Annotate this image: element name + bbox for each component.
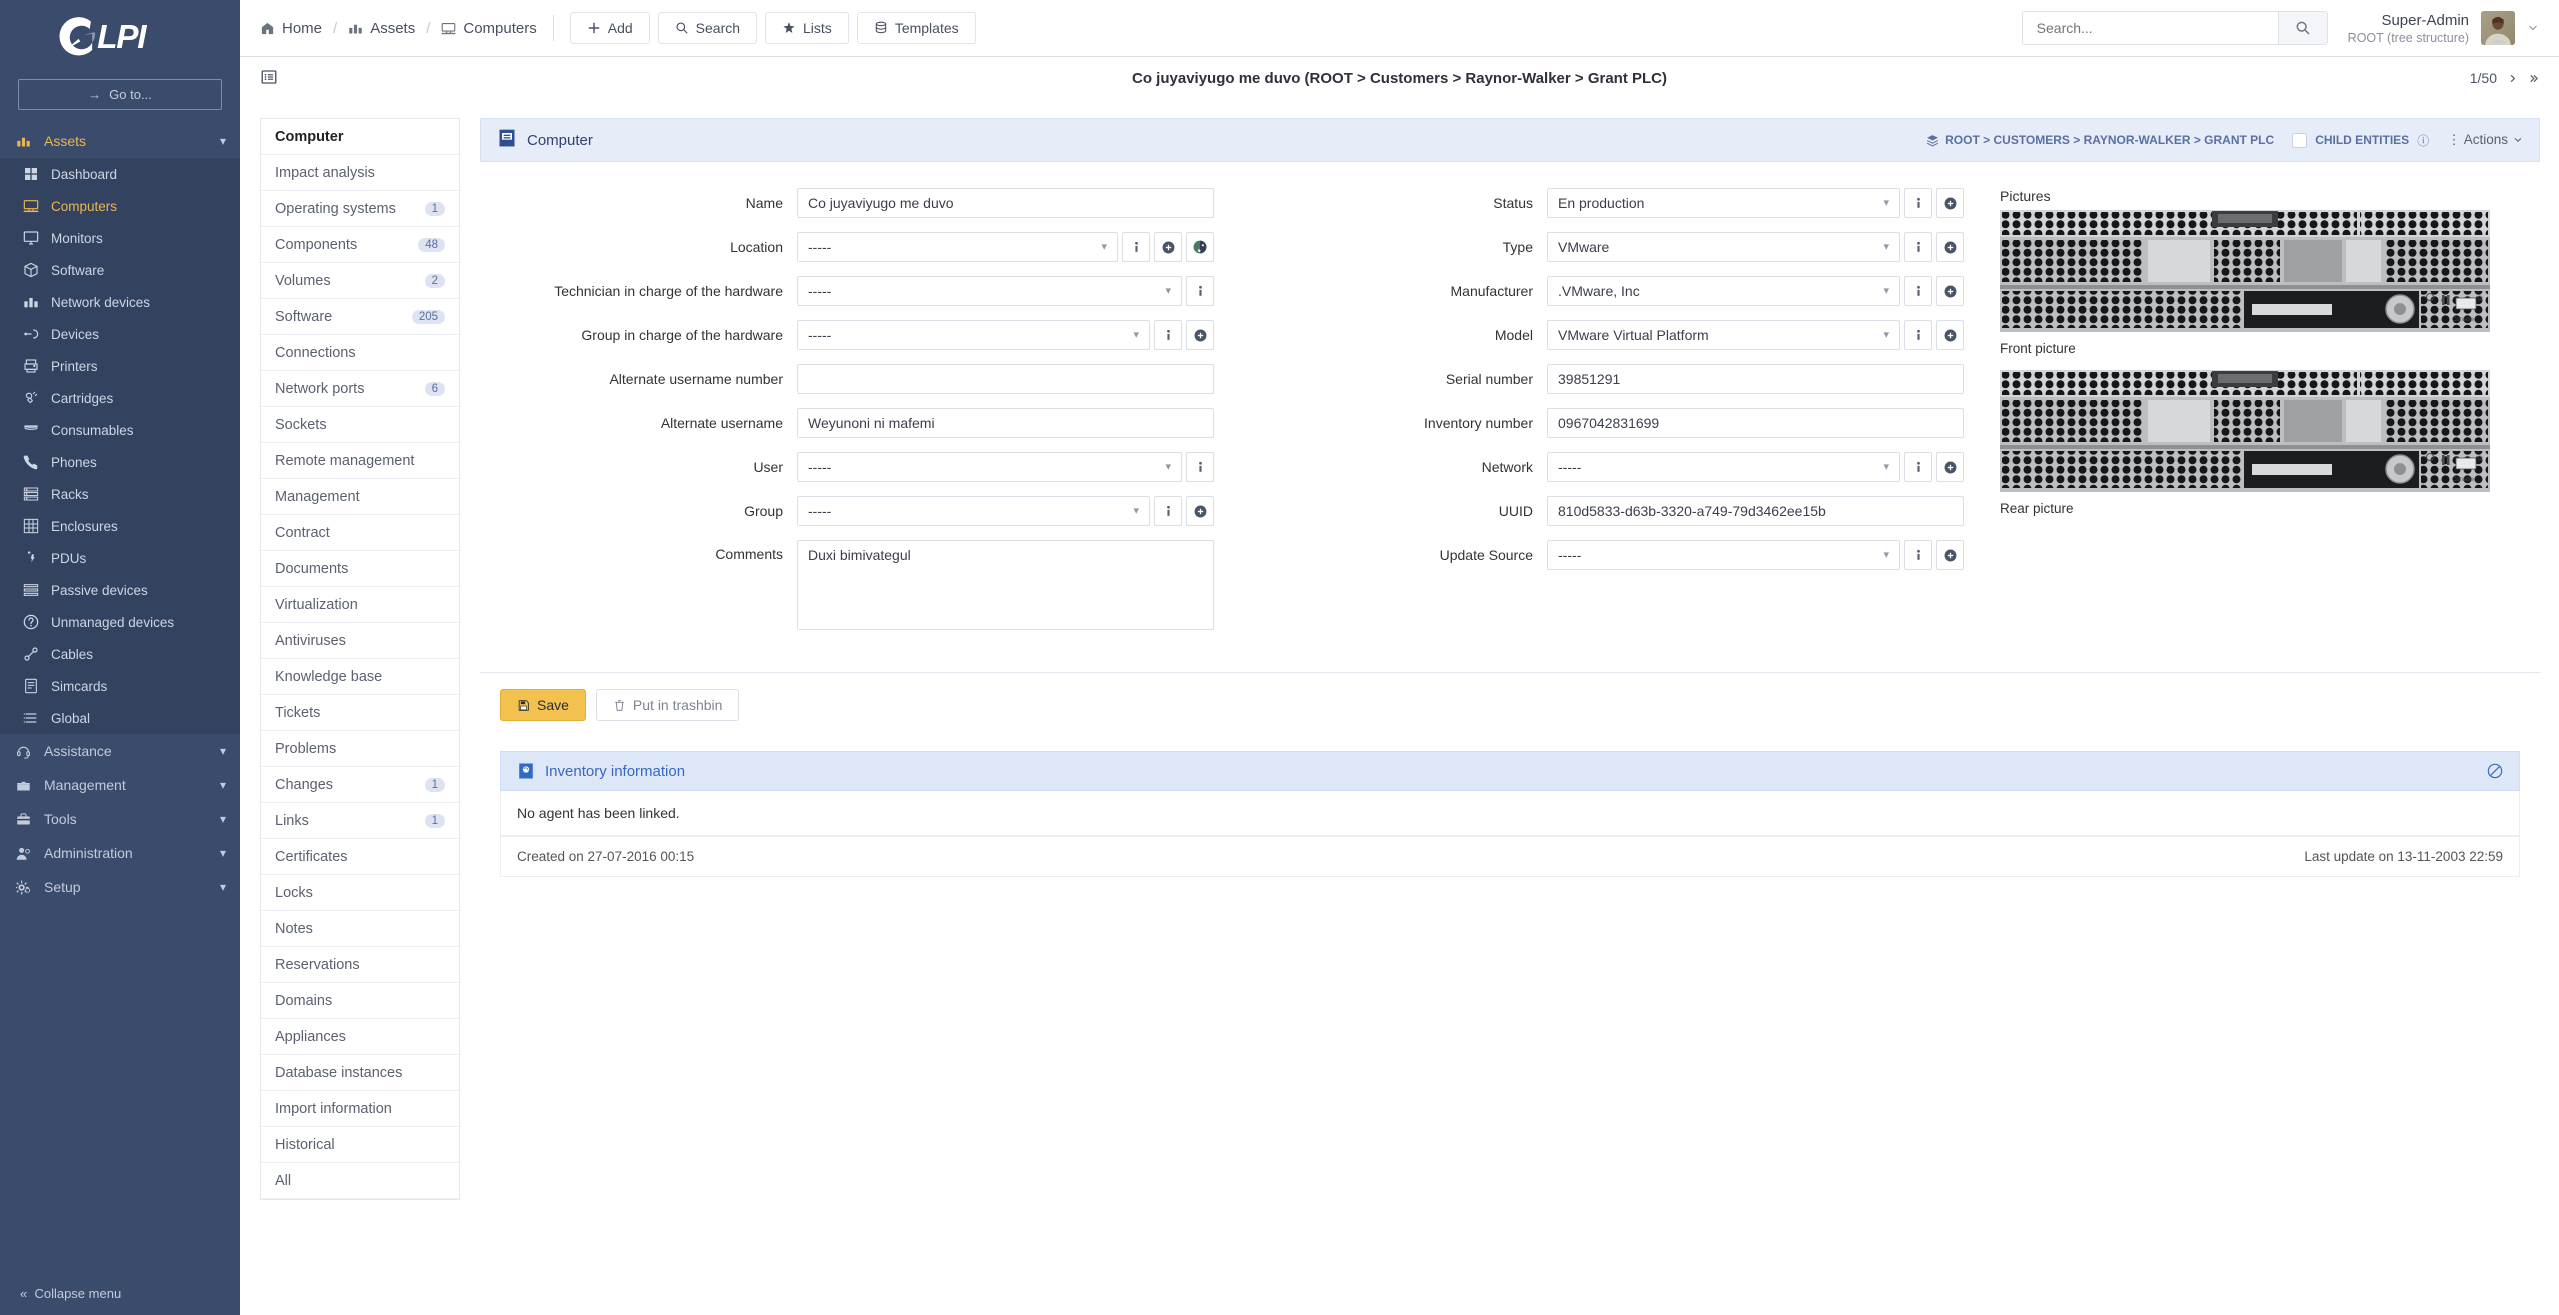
svg-text:Console: Console xyxy=(2452,477,2475,483)
svg-text:Console: Console xyxy=(2452,317,2475,323)
svg-text:LPI: LPI xyxy=(97,19,147,56)
